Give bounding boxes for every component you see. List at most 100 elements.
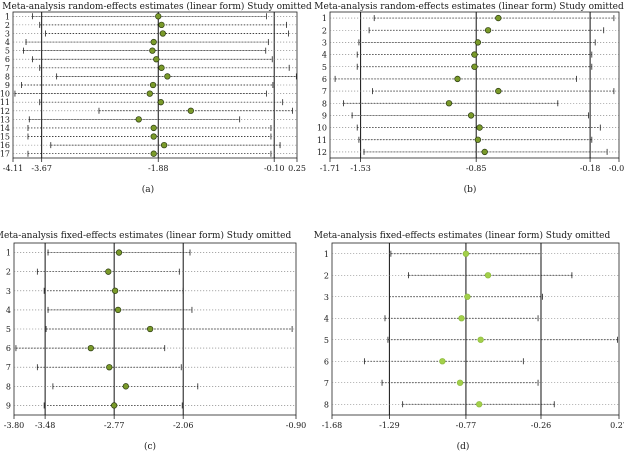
panel-c-estimate-point-9 bbox=[111, 402, 118, 409]
panel-b-caption: (b) bbox=[464, 184, 477, 195]
panel-a-estimate-point-10 bbox=[146, 90, 153, 97]
panel-c-row-label-7: 7 bbox=[6, 363, 11, 372]
panel-c-row-label-9: 9 bbox=[6, 401, 11, 410]
panel-d-x-tick-label-4: -0.26 bbox=[531, 421, 552, 430]
panel-b-row-label-7: 7 bbox=[322, 87, 327, 96]
panel-c-x-tick-label-2: -3.48 bbox=[35, 421, 56, 430]
panel-d-frame bbox=[331, 242, 620, 416]
panel-a-title: Meta-analysis random-effects estimates (… bbox=[2, 1, 312, 12]
panel-a-x-tick-label-4: -0.10 bbox=[264, 164, 285, 173]
panel-c-caption: (c) bbox=[144, 441, 156, 452]
panel-d-row-label-5: 5 bbox=[324, 336, 329, 345]
panel-a-row-label-7: 7 bbox=[5, 64, 10, 73]
panel-d-row-label-8: 8 bbox=[324, 400, 329, 409]
panel-a-estimate-point-4 bbox=[150, 38, 157, 46]
panel-c-estimate-point-2 bbox=[105, 268, 112, 275]
panel-a-estimate-point-11 bbox=[157, 99, 165, 106]
panel-a-estimate-point-13 bbox=[135, 116, 142, 123]
panel-a-row-label-1: 1 bbox=[5, 12, 10, 21]
panel-b: Meta-analysis random-effects estimates (… bbox=[314, 1, 624, 195]
panel-a-x-tick-label-2: -3.67 bbox=[31, 164, 52, 173]
panel-c-estimate-point-8 bbox=[122, 383, 129, 390]
panel-c-estimate-point-6 bbox=[87, 344, 94, 352]
panel-b-estimate-point-5 bbox=[471, 63, 478, 70]
panel-d-x-tick-label-1: -1.68 bbox=[322, 421, 343, 430]
panel-b-row-label-2: 2 bbox=[322, 26, 327, 35]
panel-a-x-tick-label-3: -1.88 bbox=[148, 164, 169, 173]
panel-d-estimate-point-6 bbox=[439, 358, 446, 365]
panel-c-row-label-4: 4 bbox=[6, 306, 11, 315]
panel-b-row-label-8: 8 bbox=[322, 99, 327, 108]
panel-d-estimate-point-1 bbox=[462, 250, 470, 257]
panel-b-row-label-5: 5 bbox=[322, 63, 327, 72]
panel-a-row-label-8: 8 bbox=[5, 72, 10, 81]
panel-c-estimate-point-1 bbox=[115, 249, 123, 256]
panel-a-estimate-point-7 bbox=[158, 64, 165, 71]
panel-d-row-label-3: 3 bbox=[324, 293, 329, 302]
panel-a-estimate-point-5 bbox=[149, 47, 156, 54]
panel-d-row-label-1: 1 bbox=[324, 250, 329, 259]
panel-a-row-label-11: 11 bbox=[0, 98, 10, 107]
panel-b-estimate-point-1 bbox=[495, 14, 502, 22]
panel-b-estimate-point-2 bbox=[484, 27, 492, 34]
panel-a-estimate-point-9 bbox=[149, 81, 157, 89]
panel-b-row-label-1: 1 bbox=[322, 14, 327, 23]
panel-d-estimate-point-5 bbox=[477, 336, 484, 343]
panel-d-x-tick-label-5: 0.27 bbox=[610, 421, 624, 430]
panel-d-x-tick-label-2: -1.29 bbox=[379, 421, 400, 430]
panel-b-x-tick-label-2: -1.53 bbox=[350, 164, 371, 173]
panel-a-estimate-point-15 bbox=[150, 133, 157, 140]
panel-a-row-label-10: 10 bbox=[0, 90, 10, 99]
panel-b-estimate-point-10 bbox=[476, 124, 483, 131]
panel-c-row-label-8: 8 bbox=[6, 382, 11, 391]
panel-a-x-tick-label-5: 0.25 bbox=[288, 164, 306, 173]
panel-a-estimate-point-8 bbox=[164, 73, 171, 80]
panel-d-estimate-point-3 bbox=[464, 293, 471, 300]
panel-d-title: Meta-analysis fixed-effects estimates (l… bbox=[314, 230, 611, 241]
panel-a-estimate-point-12 bbox=[187, 107, 194, 114]
panel-b-estimate-point-12 bbox=[481, 148, 488, 156]
panel-c-row-label-6: 6 bbox=[6, 344, 11, 353]
panel-b-estimate-point-3 bbox=[474, 39, 482, 46]
panel-b-estimate-point-7 bbox=[495, 87, 502, 95]
panel-b-row-label-12: 12 bbox=[317, 148, 327, 157]
panel-a-estimate-point-16 bbox=[160, 141, 168, 149]
panel-d-estimate-point-8 bbox=[476, 401, 483, 408]
panel-d-row-label-7: 7 bbox=[324, 379, 329, 388]
panel-a: Meta-analysis random-effects estimates (… bbox=[0, 1, 312, 195]
panel-c-estimate-point-4 bbox=[114, 306, 122, 314]
panel-c-x-tick-label-4: -2.06 bbox=[173, 421, 194, 430]
panel-d-estimate-point-7 bbox=[456, 379, 464, 386]
panel-d-plot-area: 1 2 3 4 5 6 7 8 -1.68 -1.29 -0.77 -0.26 0.27 bbox=[322, 242, 624, 430]
panel-d-estimate-point-2 bbox=[484, 272, 492, 279]
panel-b-estimate-point-8 bbox=[445, 100, 453, 107]
panel-a-row-label-15: 15 bbox=[0, 133, 10, 142]
panel-a-estimate-point-3 bbox=[159, 30, 166, 37]
panel-a-row-label-12: 12 bbox=[0, 107, 10, 116]
panel-d: Meta-analysis fixed-effects estimates (l… bbox=[314, 230, 624, 452]
panel-b-x-tick-label-3: -0.85 bbox=[466, 164, 487, 173]
panel-a-estimate-point-14 bbox=[150, 124, 157, 132]
panel-c-estimate-point-7 bbox=[106, 364, 113, 371]
panel-b-estimate-point-9 bbox=[467, 112, 475, 119]
panel-c-plot-area: 1 2 3 4 5 6 7 8 9 -3.80 -3.48 -2.77 -2.06 -0.90 bbox=[4, 242, 306, 430]
panel-d-row-label-6: 6 bbox=[324, 357, 329, 366]
panel-b-x-tick-label-1: -1.71 bbox=[320, 164, 341, 173]
panel-b-row-label-3: 3 bbox=[322, 38, 327, 47]
panel-a-row-label-2: 2 bbox=[5, 21, 10, 30]
panel-a-x-tick-label-1: -4.11 bbox=[3, 164, 24, 173]
panel-c-x-tick-label-3: -2.77 bbox=[104, 421, 125, 430]
panel-a-row-label-5: 5 bbox=[5, 47, 10, 56]
panel-a-estimate-point-1 bbox=[155, 13, 162, 20]
panel-a-caption: (a) bbox=[142, 184, 154, 195]
panel-b-frame bbox=[329, 11, 620, 159]
panel-a-estimate-point-6 bbox=[153, 56, 160, 63]
panel-c-row-label-3: 3 bbox=[6, 287, 11, 296]
panel-d-row-label-4: 4 bbox=[324, 314, 329, 323]
panel-c-estimate-point-3 bbox=[111, 287, 119, 294]
panel-b-row-label-9: 9 bbox=[322, 111, 327, 120]
panel-a-row-label-17: 17 bbox=[0, 150, 10, 159]
